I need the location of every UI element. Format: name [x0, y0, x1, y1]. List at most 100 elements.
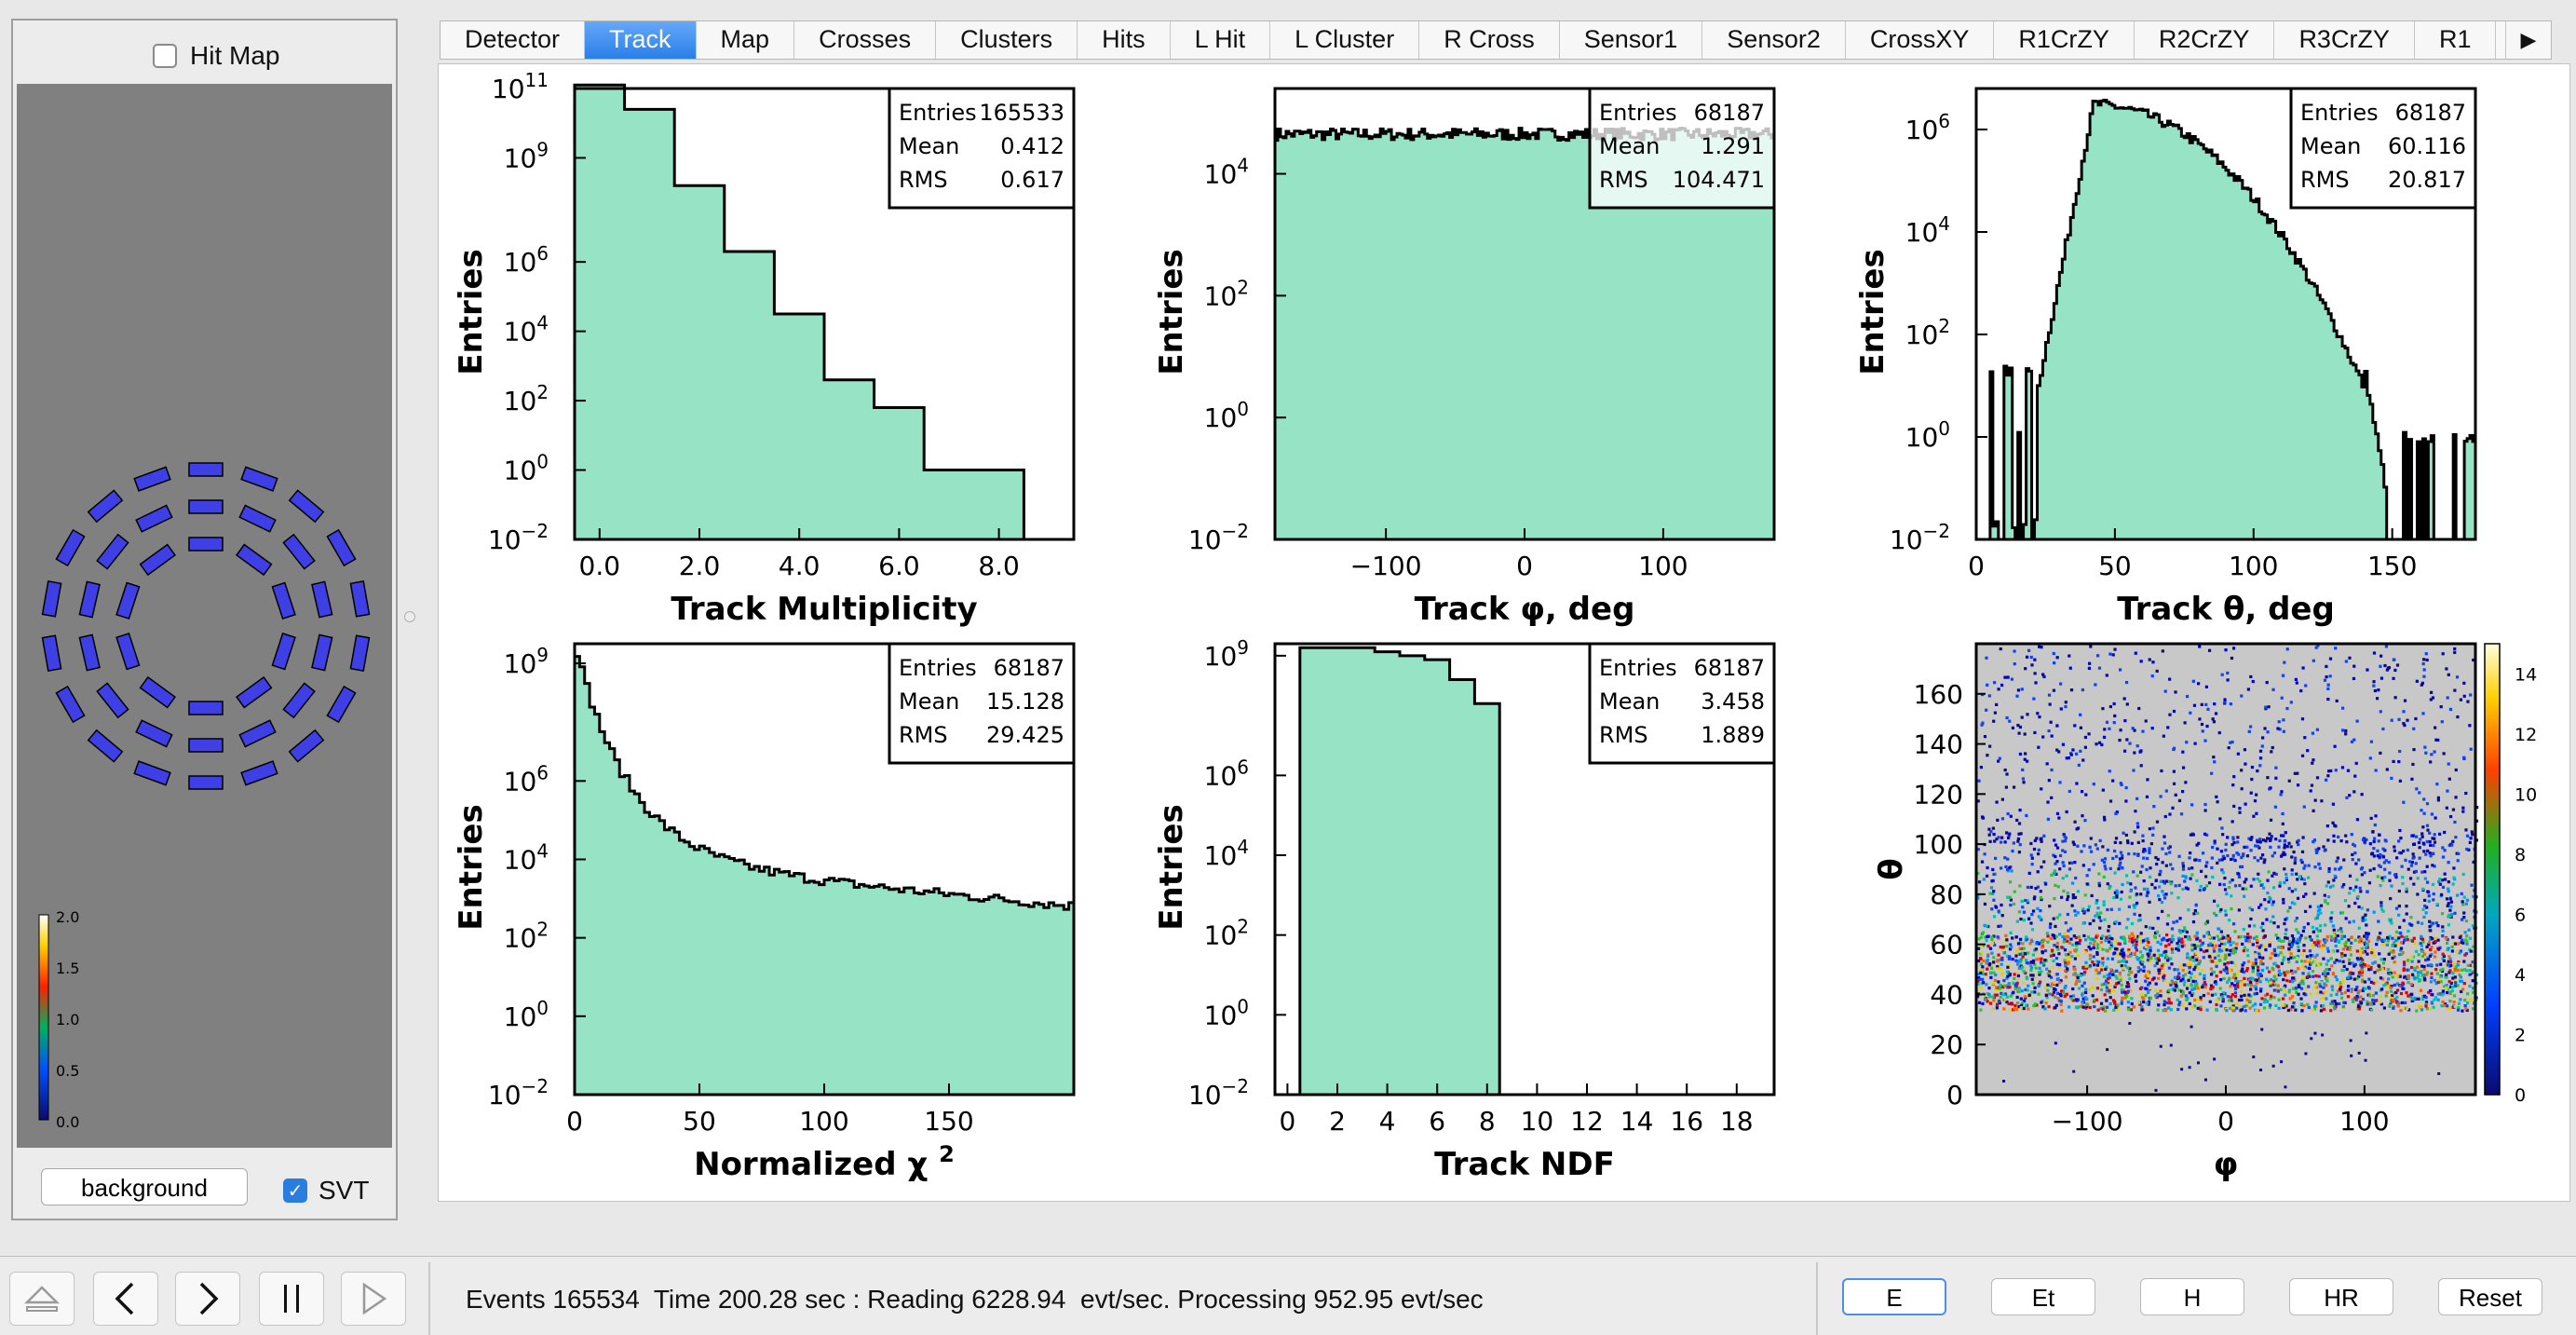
- svt-module[interactable]: [135, 719, 173, 748]
- tab-hits[interactable]: Hits: [1078, 21, 1171, 59]
- svt-module[interactable]: [240, 760, 278, 786]
- svt-module[interactable]: [87, 729, 124, 763]
- svt-module[interactable]: [188, 701, 224, 715]
- svt-module[interactable]: [96, 682, 129, 719]
- svt-checkbox[interactable]: ✓: [283, 1178, 307, 1203]
- hit-map-checkbox[interactable]: [153, 44, 177, 68]
- heatmap-cell: [2050, 768, 2054, 772]
- tab-r-cross[interactable]: R Cross: [1419, 21, 1560, 59]
- heatmap-cell: [2331, 988, 2335, 992]
- histogram[interactable]: [573, 655, 1076, 1095]
- histogram[interactable]: [1976, 99, 2477, 541]
- play-button[interactable]: [341, 1272, 406, 1326]
- hit-map-toggle[interactable]: Hit Map: [153, 37, 279, 75]
- previous-button[interactable]: [93, 1272, 158, 1326]
- histogram[interactable]: [573, 83, 1025, 540]
- tab-crossxy[interactable]: CrossXY: [1845, 21, 1995, 59]
- svt-detector-diagram[interactable]: [17, 84, 392, 1148]
- tab-r3crzy[interactable]: R3CrZY: [2274, 21, 2415, 59]
- heatmap-cell: [2367, 968, 2371, 972]
- svt-module[interactable]: [188, 775, 224, 790]
- tab-detector[interactable]: Detector: [441, 21, 586, 59]
- histogram[interactable]: [1298, 646, 1501, 1095]
- tab-r1crzy[interactable]: R1CrZY: [1994, 21, 2135, 59]
- svt-module[interactable]: [271, 581, 296, 620]
- view-button-h[interactable]: H: [2140, 1278, 2244, 1315]
- heatmap-cell: [1983, 902, 1987, 906]
- tab-l-cluster[interactable]: L Cluster: [1270, 21, 1420, 59]
- svt-module[interactable]: [55, 685, 86, 724]
- svt-module[interactable]: [311, 580, 333, 619]
- svt-module[interactable]: [240, 466, 278, 492]
- background-button[interactable]: background: [41, 1168, 248, 1206]
- svt-module[interactable]: [282, 682, 316, 719]
- svt-modules[interactable]: [41, 462, 371, 790]
- svt-module[interactable]: [135, 504, 173, 533]
- svt-module[interactable]: [271, 632, 296, 671]
- heatmap-cell: [2204, 702, 2208, 706]
- svt-module[interactable]: [311, 633, 333, 672]
- svt-module[interactable]: [87, 489, 124, 524]
- svt-module[interactable]: [139, 675, 176, 709]
- svt-module[interactable]: [349, 580, 371, 618]
- svt-module[interactable]: [139, 543, 176, 577]
- next-button[interactable]: [175, 1272, 240, 1326]
- tab-sensor1[interactable]: Sensor1: [1559, 21, 1703, 59]
- svt-module[interactable]: [282, 533, 316, 570]
- svt-module[interactable]: [326, 528, 357, 567]
- svt-module[interactable]: [41, 580, 62, 618]
- view-button-reset[interactable]: Reset: [2438, 1278, 2542, 1315]
- tab-r2crzy[interactable]: R2CrZY: [2134, 21, 2275, 59]
- svt-module[interactable]: [188, 499, 224, 514]
- svt-module[interactable]: [349, 634, 371, 672]
- svt-module[interactable]: [288, 489, 325, 524]
- svt-module[interactable]: [78, 580, 101, 619]
- svt-toggle[interactable]: ✓ SVT: [283, 1172, 369, 1209]
- svt-module[interactable]: [326, 685, 357, 724]
- tab-map[interactable]: Map: [696, 21, 795, 59]
- svt-module[interactable]: [55, 528, 86, 567]
- svt-module[interactable]: [115, 581, 141, 620]
- svt-module[interactable]: [133, 466, 171, 492]
- tab-scroll-right-icon[interactable]: ▶: [2505, 21, 2551, 59]
- svt-module[interactable]: [188, 537, 224, 552]
- heatmap-cell: [2055, 941, 2059, 946]
- heatmap-cell: [2317, 974, 2321, 978]
- heatmap-cell: [2191, 833, 2195, 837]
- svt-module[interactable]: [288, 729, 325, 763]
- view-button-et[interactable]: Et: [1991, 1278, 2095, 1315]
- splitter-handle[interactable]: [404, 611, 415, 622]
- tab-r1[interactable]: R1: [2414, 21, 2497, 59]
- svt-module[interactable]: [41, 634, 62, 672]
- detector-view[interactable]: 2.0 1.5 1.0 0.5 0.0: [17, 84, 392, 1148]
- svt-module[interactable]: [236, 675, 273, 709]
- svt-module[interactable]: [133, 760, 171, 786]
- heatmap-cell: [2075, 974, 2079, 978]
- tab-sensor2[interactable]: Sensor2: [1702, 21, 1846, 59]
- svt-module[interactable]: [96, 533, 129, 570]
- view-button-e[interactable]: E: [1842, 1278, 1946, 1315]
- tab-l-hit[interactable]: L Hit: [1170, 21, 1271, 59]
- tab-track[interactable]: Track: [585, 21, 697, 59]
- heatmap-cells[interactable]: [1976, 644, 2479, 1092]
- tab-clusters[interactable]: Clusters: [936, 21, 1078, 59]
- view-button-hr[interactable]: HR: [2289, 1278, 2393, 1315]
- svt-module[interactable]: [115, 632, 141, 671]
- eject-button[interactable]: [9, 1272, 75, 1326]
- svt-module[interactable]: [236, 543, 273, 577]
- heatmap-cell: [2353, 962, 2358, 966]
- svt-module[interactable]: [188, 462, 224, 477]
- svt-module[interactable]: [238, 719, 277, 748]
- pause-button[interactable]: [259, 1272, 324, 1326]
- svt-module[interactable]: [78, 633, 101, 672]
- tab-crosses[interactable]: Crosses: [794, 21, 937, 59]
- svt-module[interactable]: [188, 738, 224, 753]
- svt-module[interactable]: [238, 504, 277, 533]
